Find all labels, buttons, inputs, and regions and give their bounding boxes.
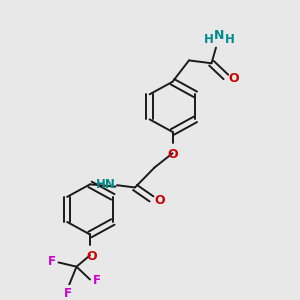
Text: O: O <box>154 194 164 207</box>
Text: H: H <box>225 33 234 46</box>
Text: O: O <box>86 250 97 263</box>
Text: F: F <box>48 255 56 268</box>
Text: F: F <box>64 287 71 300</box>
Text: H: H <box>204 33 213 46</box>
Text: O: O <box>167 148 178 161</box>
Text: O: O <box>228 72 239 85</box>
Text: F: F <box>92 274 101 287</box>
Text: HN: HN <box>96 178 116 190</box>
Text: N: N <box>214 29 224 42</box>
